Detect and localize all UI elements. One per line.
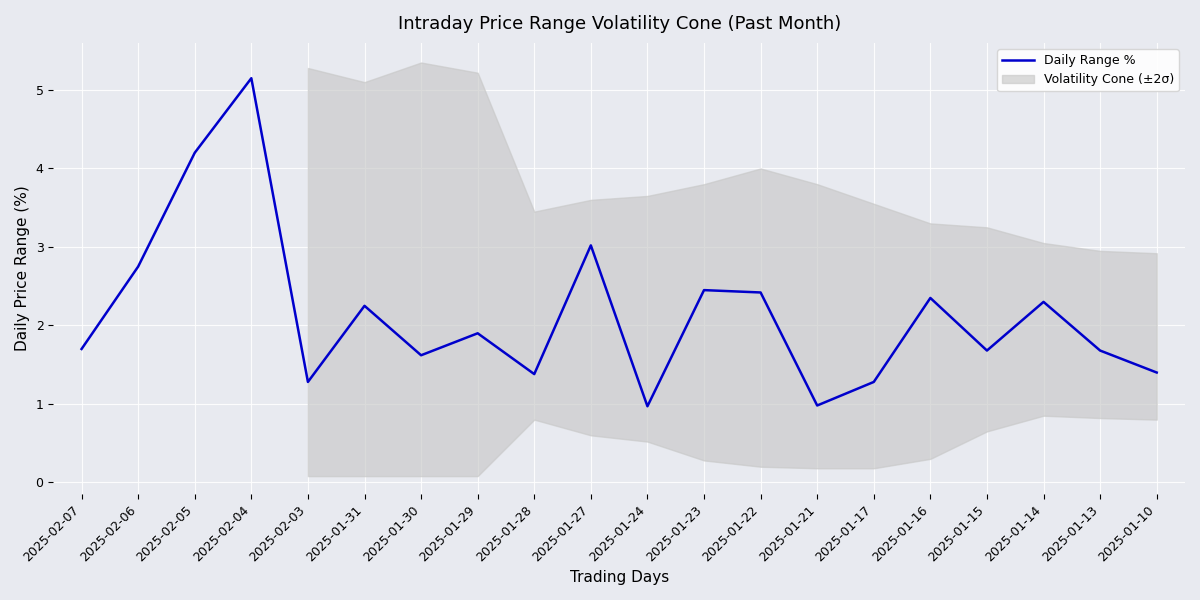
- Daily Range %: [866, 379, 881, 386]
- Daily Range %: [1150, 369, 1164, 376]
- Daily Range %: [1093, 347, 1108, 354]
- Daily Range %: [810, 402, 824, 409]
- Daily Range %: [414, 352, 428, 359]
- Daily Range %: [74, 346, 89, 353]
- Daily Range %: [754, 289, 768, 296]
- X-axis label: Trading Days: Trading Days: [570, 570, 668, 585]
- Daily Range %: [979, 347, 994, 354]
- Daily Range %: [470, 329, 485, 337]
- Daily Range %: [187, 149, 202, 157]
- Daily Range %: [527, 370, 541, 377]
- Daily Range %: [358, 302, 372, 310]
- Daily Range %: [244, 74, 258, 82]
- Daily Range %: [301, 379, 316, 386]
- Line: Daily Range %: Daily Range %: [82, 78, 1157, 406]
- Daily Range %: [1037, 298, 1051, 305]
- Title: Intraday Price Range Volatility Cone (Past Month): Intraday Price Range Volatility Cone (Pa…: [397, 15, 841, 33]
- Daily Range %: [641, 403, 655, 410]
- Daily Range %: [583, 242, 598, 249]
- Y-axis label: Daily Price Range (%): Daily Price Range (%): [16, 185, 30, 352]
- Legend: Daily Range %, Volatility Cone (±2σ): Daily Range %, Volatility Cone (±2σ): [997, 49, 1178, 91]
- Daily Range %: [131, 263, 145, 270]
- Daily Range %: [923, 295, 937, 302]
- Daily Range %: [697, 287, 712, 294]
